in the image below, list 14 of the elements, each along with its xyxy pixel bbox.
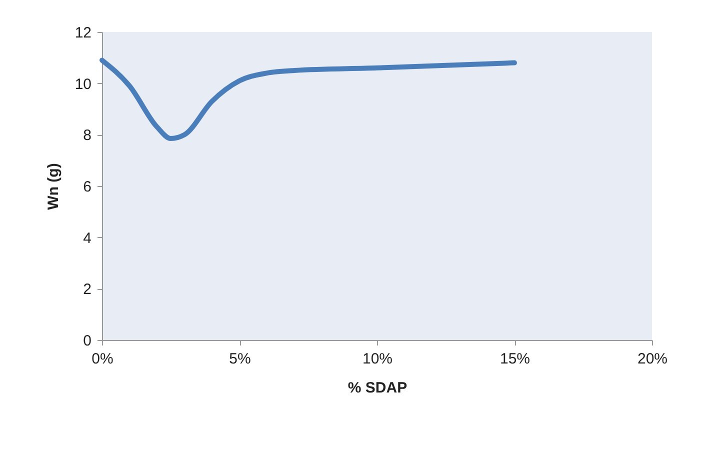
y-tick-label: 6 xyxy=(83,178,92,196)
y-tick-label: 0 xyxy=(83,332,92,350)
x-tick-label: 20% xyxy=(637,350,668,368)
x-tick-label: 5% xyxy=(229,350,251,368)
y-tick-label: 4 xyxy=(83,230,92,247)
y-tick-label: 8 xyxy=(83,127,92,144)
x-tick-label: 10% xyxy=(362,350,393,368)
y-axis-title: Wn (g) xyxy=(44,163,62,210)
x-tick-label: 15% xyxy=(500,350,530,368)
x-axis-title: % SDAP xyxy=(348,380,408,396)
x-tick-label: 0% xyxy=(92,350,114,368)
y-tick-label: 10 xyxy=(74,76,92,93)
y-tick-label: 12 xyxy=(74,24,92,42)
y-tick-label: 2 xyxy=(83,281,92,298)
